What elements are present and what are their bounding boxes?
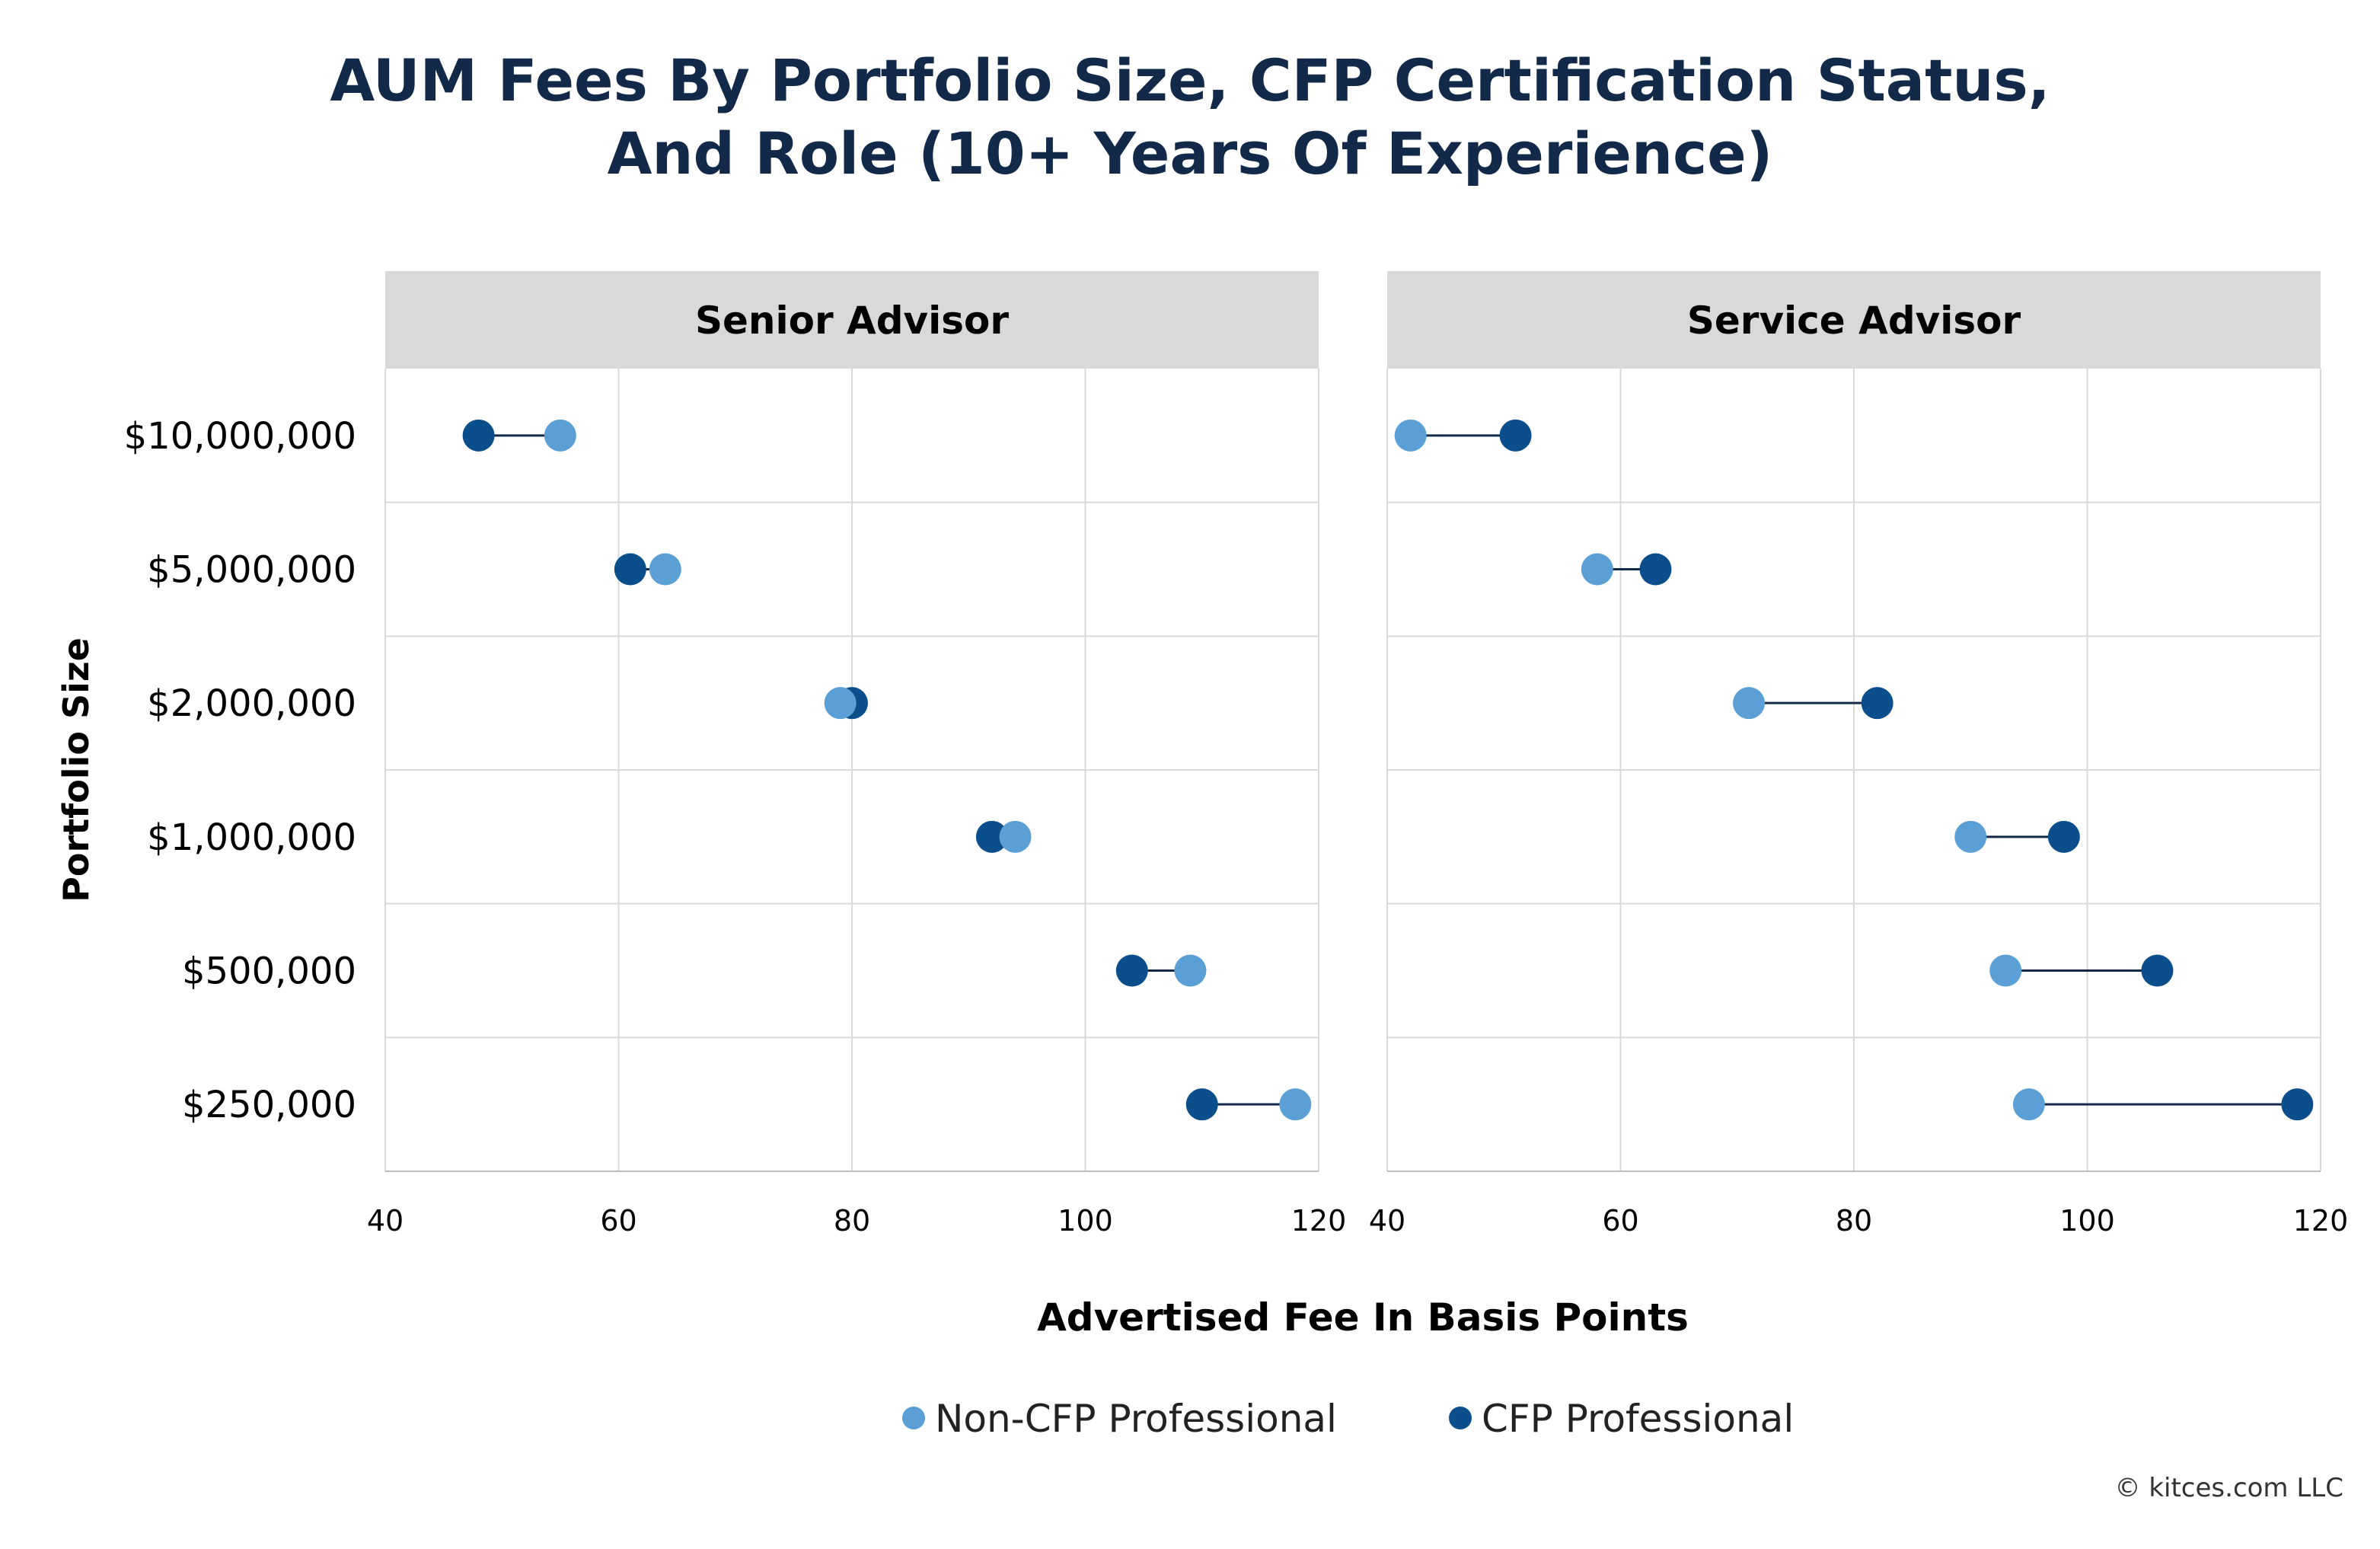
point-cfp-professional — [2141, 954, 2174, 987]
point-non-cfp-professional — [999, 820, 1032, 853]
point-non-cfp-professional — [649, 553, 681, 586]
y-category-label: $2,000,000 — [147, 682, 356, 725]
x-tick-label: 100 — [1058, 1204, 1113, 1238]
point-non-cfp-professional — [1394, 419, 1427, 452]
point-cfp-professional — [2281, 1088, 2314, 1121]
point-cfp-professional — [1861, 687, 1893, 720]
x-tick-label: 100 — [2059, 1204, 2115, 1238]
point-non-cfp-professional — [1581, 553, 1613, 586]
point-cfp-professional — [1115, 954, 1148, 987]
legend-marker — [1449, 1407, 1472, 1429]
point-cfp-professional — [462, 419, 495, 452]
point-non-cfp-professional — [2012, 1088, 2045, 1121]
y-category-label: $250,000 — [182, 1084, 356, 1126]
point-cfp-professional — [1185, 1088, 1218, 1121]
chart-title-line-2: And Role (10+ Years Of Experience) — [607, 120, 1773, 187]
panel-header-1 — [1387, 271, 2321, 369]
point-non-cfp-professional — [824, 687, 857, 720]
x-tick-label: 80 — [1836, 1204, 1872, 1238]
x-tick-label: 60 — [600, 1204, 636, 1238]
point-non-cfp-professional — [1279, 1088, 1312, 1121]
y-category-label: $10,000,000 — [124, 415, 356, 458]
point-cfp-professional — [1499, 419, 1532, 452]
point-non-cfp-professional — [1989, 954, 2022, 987]
x-tick-label: 120 — [1291, 1204, 1347, 1238]
x-axis-title: Advertised Fee In Basis Points — [1037, 1295, 1689, 1340]
point-cfp-professional — [2047, 820, 2080, 853]
y-category-label: $500,000 — [182, 950, 356, 993]
point-non-cfp-professional — [1174, 954, 1207, 987]
point-non-cfp-professional — [1733, 687, 1766, 720]
y-axis-title: Portfolio Size — [56, 637, 97, 902]
point-non-cfp-professional — [1954, 820, 1987, 853]
chart-title-line-1: AUM Fees By Portfolio Size, CFP Certific… — [330, 46, 2050, 114]
panel-title: Senior Advisor — [695, 299, 1009, 343]
chart-title: AUM Fees By Portfolio Size, CFP Certific… — [0, 44, 2380, 190]
copyright-credit: © kitces.com LLC — [2114, 1473, 2343, 1503]
panel-header-0 — [385, 271, 1319, 369]
y-category-label: $5,000,000 — [147, 549, 356, 592]
point-cfp-professional — [614, 553, 646, 586]
panel-title: Service Advisor — [1687, 299, 2021, 343]
legend-label: CFP Professional — [1482, 1397, 1794, 1441]
point-cfp-professional — [975, 820, 1008, 853]
y-category-label: $1,000,000 — [147, 816, 356, 859]
x-tick-label: 120 — [2293, 1204, 2349, 1238]
x-tick-label: 40 — [1369, 1204, 1405, 1238]
x-tick-label: 80 — [834, 1204, 870, 1238]
point-non-cfp-professional — [544, 419, 576, 452]
x-tick-label: 60 — [1602, 1204, 1638, 1238]
legend-marker — [902, 1407, 925, 1429]
point-cfp-professional — [1639, 553, 1672, 586]
legend-label: Non-CFP Professional — [935, 1397, 1337, 1441]
x-tick-label: 40 — [367, 1204, 404, 1238]
